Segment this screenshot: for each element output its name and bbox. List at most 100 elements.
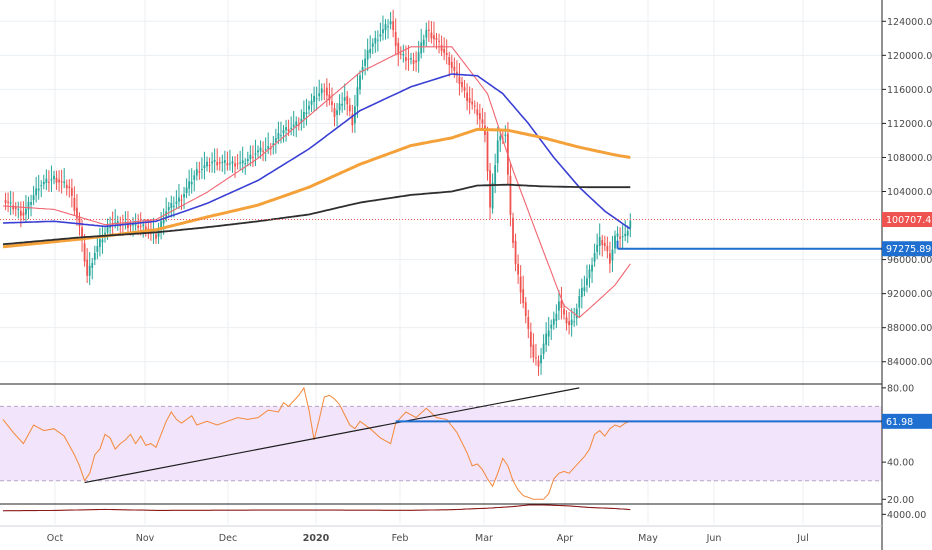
rsi-panel [0,386,882,500]
candle-body [308,105,310,110]
candle-body [320,88,323,94]
rsi-trendline [84,387,580,484]
candle-body [420,42,423,54]
candle-body [132,224,134,226]
candle-body [402,53,405,56]
candle-body [445,52,448,55]
time-axis-label: Oct [47,533,64,544]
candle-body [63,181,66,183]
candle-body [573,321,576,323]
candle-body [175,201,178,204]
price-axis-label: 84000.00 [887,357,932,368]
candle-body [137,225,140,228]
candle-body [229,163,231,165]
candle-body [37,188,40,191]
price-axis-label: 104000.00 [887,187,932,198]
candle-body [389,21,392,25]
candle-body [193,175,196,180]
candle-body [259,147,262,152]
candle-body [580,288,583,298]
candle-body [624,233,627,237]
candle-body [300,118,303,124]
candle-body [583,287,586,292]
candle-body [42,181,45,185]
candle-body [527,317,530,329]
candle-body [494,165,497,186]
candle-body [76,207,78,219]
candle-body [430,32,433,39]
candle-body [466,92,468,101]
candle-body [45,178,48,183]
candle-body [588,269,591,279]
time-axis-label: Dec [219,533,237,544]
candle-body [529,331,532,347]
price-axis-label: 112000.00 [887,119,932,130]
candle-body [252,156,254,158]
candle-body [60,181,63,183]
candle-body [476,109,479,116]
candle-body [407,58,410,60]
candle-body [369,48,372,54]
candle-body [346,96,349,105]
candle-body [280,135,282,137]
candle-body [427,29,430,31]
candle-body [364,58,366,66]
candle-body [535,357,537,359]
time-axis-label: Jul [796,533,808,544]
candle-body [249,154,252,159]
candle-body [438,40,440,42]
candle-body [188,181,191,189]
candle-body [512,217,514,243]
candle-body [244,163,247,165]
candle-body [629,220,632,228]
support-level-badge [882,241,932,257]
candle-body [264,148,267,150]
price-axis-label: 108000.00 [887,153,932,164]
candle-body [504,134,507,136]
candle-body [297,124,300,126]
candle-body [40,185,43,187]
candle-body [619,236,621,239]
price-axis-label: 120000.00 [887,51,932,62]
candle-body [206,161,208,167]
candle-body [563,308,565,315]
lower-panel [2,504,631,512]
time-axis-label: Mar [475,533,493,544]
candle-body [387,26,389,28]
candle-body [172,205,175,207]
candle-body [519,276,522,293]
candle-body [282,130,285,134]
candle-body [55,177,58,183]
candle-body [106,225,109,233]
price-axis-label: 124000.00 [887,17,932,28]
rsi-axis-label: 80.00 [887,383,914,394]
candle-body [499,136,502,141]
candle-body [397,42,400,55]
rsi-value-badge [882,413,932,429]
candle-body [575,308,578,319]
candle-body [481,119,484,124]
candle-body [331,101,333,106]
candle-body [532,344,535,358]
candle-body [359,75,361,90]
candle-body [73,197,76,211]
rsi-axis-label: 20.00 [887,495,914,506]
candle-body [509,175,512,215]
candle-body [144,226,147,232]
candle-body [213,159,216,162]
candle-body [433,35,435,40]
candle-body [435,38,438,40]
candle-body [366,50,369,60]
price-axis-label: 96000.00 [887,255,932,266]
candle-body [443,48,446,53]
candle-body [356,87,359,107]
candle-body [221,161,224,163]
candle-body [621,236,624,238]
candle-body [86,259,89,276]
candle-body [558,301,560,311]
candle-body [4,200,7,203]
candle-body [496,140,499,164]
candle-body [394,32,397,46]
